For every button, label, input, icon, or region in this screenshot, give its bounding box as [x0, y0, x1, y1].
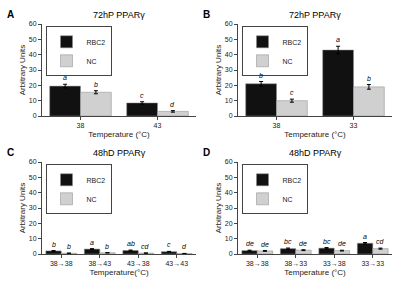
svg-text:bc: bc	[323, 238, 331, 245]
svg-text:43: 43	[154, 122, 162, 129]
svg-text:c: c	[140, 92, 144, 99]
svg-text:40: 40	[225, 189, 233, 196]
svg-text:RBC2: RBC2	[283, 39, 302, 46]
svg-text:NC: NC	[87, 196, 97, 203]
svg-text:NC: NC	[283, 196, 293, 203]
svg-text:A: A	[7, 9, 14, 20]
svg-text:20: 20	[225, 220, 233, 227]
svg-text:0: 0	[33, 112, 37, 119]
svg-text:bc: bc	[284, 238, 292, 245]
svg-text:33→38: 33→38	[323, 260, 346, 267]
svg-text:b: b	[259, 72, 263, 79]
svg-text:60: 60	[29, 20, 37, 27]
svg-text:Arbitrary Units: Arbitrary Units	[214, 183, 223, 234]
svg-text:c: c	[290, 89, 294, 96]
svg-text:RBC2: RBC2	[87, 177, 106, 184]
svg-text:30: 30	[225, 204, 233, 211]
svg-text:10: 10	[29, 235, 37, 242]
svg-text:50: 50	[225, 174, 233, 181]
svg-text:40: 40	[29, 189, 37, 196]
svg-text:ab: ab	[127, 240, 135, 247]
svg-text:38: 38	[77, 122, 85, 129]
svg-text:43→43: 43→43	[165, 260, 188, 267]
svg-text:33: 33	[350, 122, 358, 129]
svg-text:20: 20	[29, 220, 37, 227]
svg-text:de: de	[246, 240, 254, 247]
svg-text:a: a	[363, 233, 367, 240]
svg-text:48hD PPARγ: 48hD PPARγ	[93, 148, 146, 158]
svg-text:RBC2: RBC2	[87, 39, 106, 46]
svg-text:38→33: 38→33	[284, 260, 307, 267]
svg-text:b: b	[367, 75, 371, 82]
svg-text:72hP PPARγ: 72hP PPARγ	[93, 10, 145, 20]
svg-text:a: a	[336, 36, 340, 43]
svg-text:NC: NC	[87, 58, 97, 65]
svg-text:10: 10	[29, 97, 37, 104]
svg-text:38→38: 38→38	[50, 260, 73, 267]
svg-text:b: b	[94, 81, 98, 88]
svg-text:50: 50	[29, 174, 37, 181]
svg-text:38→43: 38→43	[88, 260, 111, 267]
svg-text:0: 0	[229, 250, 233, 257]
svg-text:60: 60	[29, 158, 37, 165]
svg-text:43→38: 43→38	[127, 260, 150, 267]
svg-text:D: D	[203, 147, 210, 158]
svg-text:d: d	[170, 101, 175, 108]
svg-text:cd: cd	[376, 238, 385, 245]
svg-text:10: 10	[225, 235, 233, 242]
svg-text:cd: cd	[141, 243, 150, 250]
svg-text:B: B	[203, 9, 210, 20]
svg-text:Temperature(°C): Temperature(°C)	[89, 268, 149, 277]
svg-text:0: 0	[229, 112, 233, 119]
svg-text:30: 30	[29, 204, 37, 211]
svg-text:Temperature (°C): Temperature (°C)	[88, 130, 150, 139]
svg-text:30: 30	[29, 66, 37, 73]
svg-text:de: de	[338, 240, 346, 247]
svg-text:C: C	[7, 147, 14, 158]
svg-text:Temperature (°C): Temperature (°C)	[284, 130, 346, 139]
svg-text:a: a	[90, 239, 94, 246]
svg-text:a: a	[63, 74, 67, 81]
svg-text:10: 10	[225, 97, 233, 104]
svg-text:20: 20	[29, 82, 37, 89]
svg-text:Arbitrary Units: Arbitrary Units	[214, 45, 223, 96]
svg-text:b: b	[52, 241, 56, 248]
svg-text:50: 50	[225, 36, 233, 43]
svg-text:b: b	[105, 243, 109, 250]
svg-text:d: d	[182, 243, 187, 250]
svg-text:de: de	[261, 241, 269, 248]
svg-text:72hP PPARγ: 72hP PPARγ	[289, 10, 341, 20]
svg-text:c: c	[167, 241, 171, 248]
svg-text:NC: NC	[283, 58, 293, 65]
svg-text:20: 20	[225, 82, 233, 89]
svg-text:30: 30	[225, 66, 233, 73]
svg-text:60: 60	[225, 158, 233, 165]
svg-text:33→33: 33→33	[361, 260, 384, 267]
svg-text:Arbitrary Units: Arbitrary Units	[18, 45, 27, 96]
svg-text:38: 38	[273, 122, 281, 129]
svg-text:Arbitrary Units: Arbitrary Units	[18, 183, 27, 234]
svg-text:48hD PPARγ: 48hD PPARγ	[289, 148, 342, 158]
svg-text:40: 40	[29, 51, 37, 58]
svg-text:38→38: 38→38	[246, 260, 269, 267]
svg-text:Temperature (°C): Temperature (°C)	[284, 268, 346, 277]
svg-text:50: 50	[29, 36, 37, 43]
svg-text:b: b	[67, 243, 71, 250]
svg-text:0: 0	[33, 250, 37, 257]
svg-text:40: 40	[225, 51, 233, 58]
svg-text:60: 60	[225, 20, 233, 27]
svg-text:de: de	[299, 240, 307, 247]
svg-text:RBC2: RBC2	[283, 177, 302, 184]
